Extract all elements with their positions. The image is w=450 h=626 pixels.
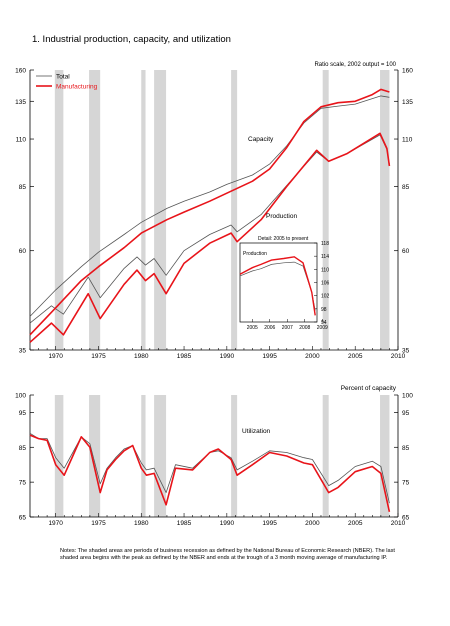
y-tick-label-left: 135 (15, 99, 26, 106)
series-line-total-production (29, 134, 390, 324)
x-tick-label: 1990 (220, 353, 235, 360)
x-tick-label: 2005 (348, 520, 363, 527)
y-tick-label-right: 100 (402, 393, 413, 400)
recession-band (54, 70, 64, 350)
x-tick-label: 1985 (177, 353, 192, 360)
legend-label-total: Total (56, 74, 70, 81)
x-tick-label: 2000 (305, 353, 320, 360)
inset-annotation-production: Production (243, 251, 267, 257)
y-tick-label-left: 60 (19, 248, 27, 255)
y-tick-label-left: 85 (19, 445, 27, 452)
y-tick-label-left: 100 (15, 393, 26, 400)
x-tick-label: 1975 (91, 353, 106, 360)
x-tick-label: 1975 (91, 520, 106, 527)
x-tick-label: 2010 (391, 353, 406, 360)
inset-x-tick-label: 2005 (247, 325, 258, 331)
y-tick-label-right: 95 (402, 410, 410, 417)
recession-band (322, 395, 329, 517)
inset-y-tick-label: 106 (321, 281, 330, 287)
recession-band (54, 395, 64, 517)
y-tick-label-left: 65 (19, 515, 27, 522)
inset-x-tick-label: 2009 (317, 325, 328, 331)
y-tick-label-right: 85 (402, 184, 410, 191)
x-tick-label: 1970 (48, 353, 63, 360)
x-tick-label: 1985 (177, 520, 192, 527)
y-tick-label-right: 65 (402, 515, 410, 522)
inset-y-tick-label: 118 (321, 241, 329, 247)
series-line-manufacturing-production (29, 132, 391, 343)
x-tick-label: 1990 (220, 520, 235, 527)
inset-x-tick-label: 2007 (282, 325, 293, 331)
y-tick-label-left: 95 (19, 410, 27, 417)
recession-band (89, 395, 101, 517)
y-tick-label-left: 75 (19, 480, 27, 487)
scale-note: Ratio scale, 2002 output = 100 (314, 62, 396, 68)
annotation-production: Production (266, 213, 297, 220)
inset-title: Detail: 2005 to present (258, 236, 309, 242)
inset-y-tick-label: 94 (321, 320, 327, 326)
recession-band (154, 395, 167, 517)
series-line-manufacturing-capacity (29, 88, 390, 336)
inset-y-tick-label: 102 (321, 294, 330, 300)
y-tick-label-right: 75 (402, 480, 410, 487)
x-tick-label: 1995 (262, 520, 277, 527)
recession-band (380, 70, 390, 350)
y-tick-label-right: 85 (402, 445, 410, 452)
y-tick-label-left: 35 (19, 348, 27, 355)
y-tick-label-right: 135 (402, 99, 413, 106)
y-tick-label-right: 160 (402, 68, 413, 75)
page-title: 1. Industrial production, capacity, and … (32, 34, 231, 45)
inset-x-tick-label: 2006 (264, 325, 275, 331)
inset-x-tick-label: 2008 (299, 325, 310, 331)
legend-label-manufacturing: Manufacturing (56, 84, 98, 91)
y-tick-label-right: 35 (402, 348, 410, 355)
y-tick-label-left: 85 (19, 184, 27, 191)
recession-band (322, 70, 329, 350)
x-tick-label: 2010 (391, 520, 406, 527)
x-tick-label: 2005 (348, 353, 363, 360)
series-line-total (29, 432, 390, 504)
recession-band (231, 70, 238, 350)
recession-band (231, 395, 238, 517)
y-tick-label-right: 110 (402, 137, 413, 144)
recession-band (141, 395, 146, 517)
y-tick-label-left: 160 (15, 68, 26, 75)
x-tick-label: 1995 (262, 353, 277, 360)
x-tick-label: 1980 (134, 353, 149, 360)
x-tick-label: 1970 (48, 520, 63, 527)
recession-band (141, 70, 146, 350)
notes-text: Notes: The shaded areas are periods of b… (60, 548, 395, 561)
y-tick-label-right: 60 (402, 248, 410, 255)
annotation-capacity: Capacity (248, 136, 274, 143)
recession-band (89, 70, 101, 350)
annotation-utilization: Utilization (242, 428, 271, 435)
x-tick-label: 1980 (134, 520, 149, 527)
x-tick-label: 2000 (305, 520, 320, 527)
unit-label: Percent of capacity (341, 385, 397, 392)
inset-y-tick-label: 114 (321, 254, 329, 260)
series-line-total-capacity (29, 95, 390, 317)
inset-y-tick-label: 98 (321, 307, 327, 313)
recession-band (154, 70, 167, 350)
inset-frame (239, 242, 318, 323)
series-line-manufacturing (29, 434, 391, 512)
y-tick-label-left: 110 (16, 137, 27, 144)
recession-band (380, 395, 390, 517)
inset-y-tick-label: 110 (321, 267, 329, 273)
inset-series-line-manufacturing (239, 256, 316, 316)
